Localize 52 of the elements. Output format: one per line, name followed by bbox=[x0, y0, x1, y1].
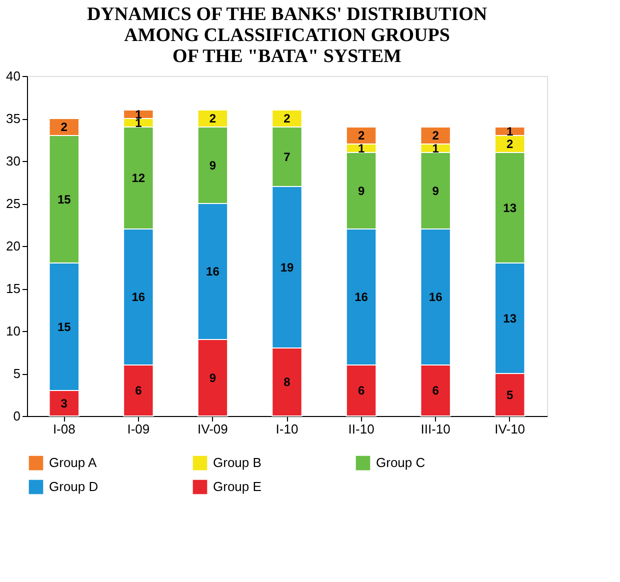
legend-label: Group E bbox=[213, 479, 262, 494]
y-tick-label: 0 bbox=[13, 408, 20, 424]
data-label: 6 bbox=[135, 384, 142, 398]
y-tick-label: 30 bbox=[6, 154, 20, 168]
data-label: 5 bbox=[506, 388, 514, 402]
data-label: 15 bbox=[57, 320, 72, 334]
data-label: 16 bbox=[206, 264, 220, 278]
data-label: 2 bbox=[432, 128, 440, 142]
legend-label: Group C bbox=[376, 455, 426, 470]
data-label: 2 bbox=[209, 112, 216, 126]
data-label: 1 bbox=[506, 124, 514, 138]
data-label: 2 bbox=[60, 120, 68, 134]
data-label: 8 bbox=[284, 375, 291, 389]
x-tick-label: I-10 bbox=[276, 422, 298, 436]
data-label: 16 bbox=[354, 290, 368, 304]
data-label: 12 bbox=[132, 171, 146, 185]
data-label: 13 bbox=[503, 311, 517, 326]
data-label: 9 bbox=[209, 370, 216, 385]
legend-label: Group B bbox=[213, 455, 262, 470]
y-tick-label: 15 bbox=[6, 281, 20, 296]
y-tick-label: 25 bbox=[6, 196, 20, 211]
y-tick-label: 10 bbox=[6, 324, 20, 338]
legend-label: Group A bbox=[49, 455, 98, 470]
chart-title: DYNAMICS OF THE BANKS' DISTRIBUTION AMONG CLASSIFICATION GROUPS OF THE "BATA" SYSTEM bbox=[86, 4, 488, 67]
data-label: 9 bbox=[358, 184, 365, 198]
data-label: 9 bbox=[432, 184, 440, 198]
x-tick-label: III-10 bbox=[420, 422, 450, 436]
y-tick-label: 5 bbox=[13, 366, 20, 381]
data-label: 16 bbox=[428, 290, 443, 304]
data-label: 1 bbox=[432, 141, 440, 156]
data-label: 13 bbox=[503, 200, 517, 215]
data-label: 3 bbox=[60, 396, 68, 410]
data-label: 2 bbox=[358, 128, 365, 142]
x-tick-label: I-09 bbox=[127, 422, 150, 436]
data-label: 1 bbox=[358, 141, 365, 156]
data-label: 2 bbox=[506, 137, 514, 151]
data-label: 9 bbox=[209, 158, 216, 172]
data-label: 2 bbox=[284, 112, 291, 126]
data-label: 19 bbox=[280, 260, 294, 274]
x-tick-label: I-08 bbox=[52, 422, 76, 436]
x-tick-label: IV-10 bbox=[494, 422, 526, 436]
data-label: 15 bbox=[57, 192, 72, 206]
data-label: 7 bbox=[284, 150, 291, 164]
data-label: 16 bbox=[132, 290, 146, 304]
legend-label: Group D bbox=[49, 479, 98, 494]
x-tick-label: II-10 bbox=[348, 422, 374, 436]
y-tick-label: 35 bbox=[6, 111, 20, 126]
y-tick-label: 40 bbox=[6, 68, 20, 84]
data-label: 6 bbox=[358, 384, 365, 398]
x-tick-label: IV-09 bbox=[198, 422, 228, 436]
data-label: 6 bbox=[432, 384, 440, 398]
y-tick-label: 20 bbox=[6, 238, 20, 254]
